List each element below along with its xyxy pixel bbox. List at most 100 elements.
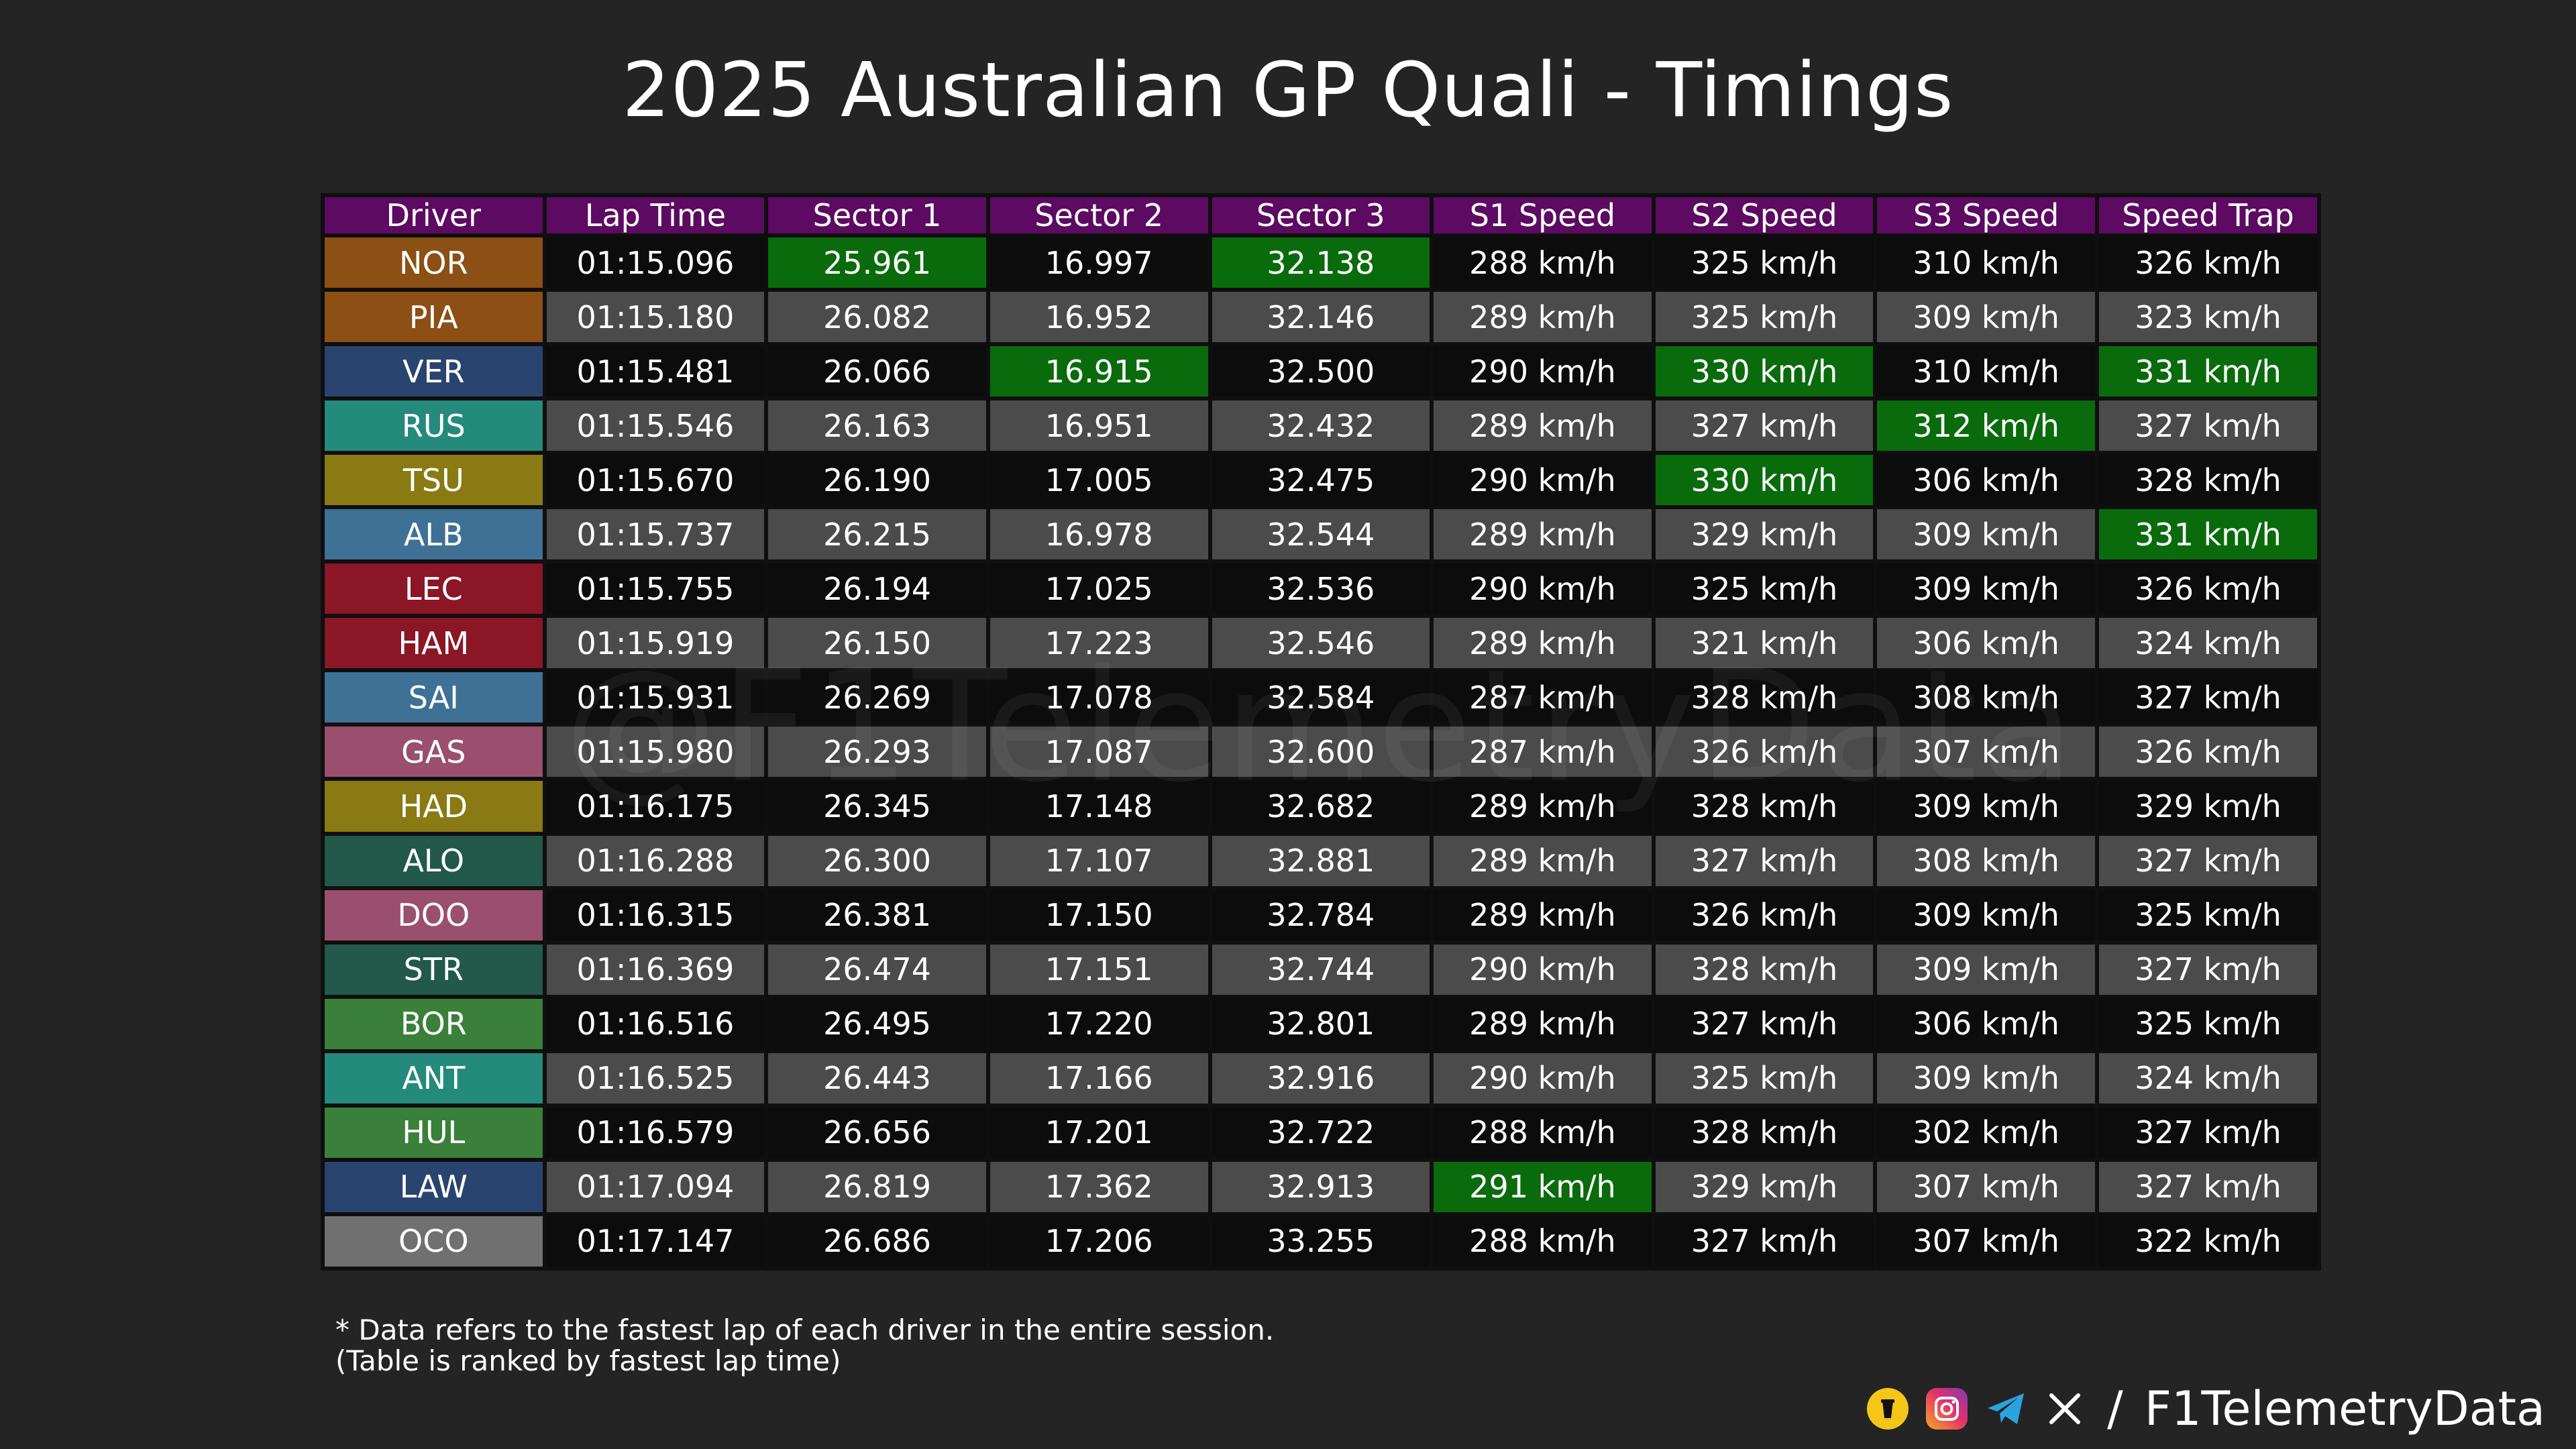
column-header: S1 Speed [1434, 197, 1652, 233]
data-cell: 326 km/h [2099, 564, 2317, 614]
data-cell: 26.495 [768, 998, 986, 1049]
data-cell: 287 km/h [1434, 672, 1652, 723]
footnote-line-2: (Table is ranked by fastest lap time) [335, 1344, 841, 1377]
data-cell: 01:15.755 [546, 564, 765, 614]
table-row: GAS 01:15.980 26.293 17.087 32.600 287 km/h 32… [325, 727, 2317, 777]
data-cell: 16.997 [989, 237, 1208, 288]
data-cell: 17.151 [989, 944, 1208, 995]
data-cell: 307 km/h [1877, 727, 2095, 777]
data-cell: 17.150 [989, 890, 1208, 941]
driver-cell: HAD [325, 781, 543, 832]
podcast-icon[interactable] [1867, 1388, 1909, 1430]
table-row: ALB 01:15.737 26.215 16.978 32.544 289 km/h 32… [325, 509, 2317, 560]
data-cell: 32.916 [1212, 1053, 1430, 1104]
data-cell: 289 km/h [1434, 292, 1652, 343]
table-row: PIA 01:15.180 26.082 16.952 32.146 289 km/h 32… [325, 292, 2317, 343]
data-cell: 01:16.516 [546, 998, 765, 1049]
data-cell: 289 km/h [1434, 835, 1652, 886]
telegram-icon[interactable] [1985, 1388, 2027, 1430]
data-cell: 01:15.670 [546, 455, 765, 506]
data-cell: 01:17.147 [546, 1216, 765, 1267]
driver-cell: SAI [325, 672, 543, 723]
driver-cell: OCO [325, 1216, 543, 1267]
footnote-line-1: * Data refers to the fastest lap of each… [335, 1313, 1275, 1346]
chart-title: 2025 Australian GP Quali - Timings [622, 47, 1954, 134]
footer-separator: / [2107, 1381, 2123, 1436]
data-cell: 32.801 [1212, 998, 1430, 1049]
table-row: ANT 01:16.525 26.443 17.166 32.916 290 km/h 32… [325, 1053, 2317, 1104]
podcast-icon-glyph [1881, 1399, 1895, 1418]
data-cell: 01:15.481 [546, 346, 765, 397]
footer-handle[interactable]: F1TelemetryData [2144, 1381, 2545, 1436]
data-cell: 328 km/h [1655, 944, 1874, 995]
driver-cell: GAS [325, 727, 543, 777]
driver-cell: TSU [325, 455, 543, 506]
data-cell: 330 km/h [1655, 455, 1874, 506]
driver-cell: PIA [325, 292, 543, 343]
data-cell: 16.915 [989, 346, 1208, 397]
data-cell: 01:15.919 [546, 618, 765, 669]
data-cell: 32.744 [1212, 944, 1430, 995]
table-row: VER 01:15.481 26.066 16.915 32.500 290 km/h 33… [325, 346, 2317, 397]
data-cell: 309 km/h [1877, 1053, 2095, 1104]
data-cell: 17.005 [989, 455, 1208, 506]
data-cell: 324 km/h [2099, 618, 2317, 669]
x-icon[interactable] [2044, 1388, 2086, 1430]
instagram-icon-glyph [1935, 1397, 1960, 1421]
data-cell: 329 km/h [1655, 1161, 1874, 1212]
data-cell: 26.082 [768, 292, 986, 343]
data-cell: 01:16.369 [546, 944, 765, 995]
data-cell: 17.362 [989, 1161, 1208, 1212]
column-header: Speed Trap [2099, 197, 2317, 233]
table-row: LAW 01:17.094 26.819 17.362 32.913 291 km/h 32… [325, 1161, 2317, 1212]
data-cell: 01:16.288 [546, 835, 765, 886]
data-cell: 327 km/h [1655, 835, 1874, 886]
data-cell: 32.432 [1212, 400, 1430, 451]
data-cell: 288 km/h [1434, 1107, 1652, 1158]
table-row: DOO 01:16.315 26.381 17.150 32.784 289 km/h 32… [325, 890, 2317, 941]
data-cell: 17.025 [989, 564, 1208, 614]
data-cell: 32.500 [1212, 346, 1430, 397]
telegram-icon-glyph [1988, 1393, 2025, 1424]
data-cell: 327 km/h [1655, 400, 1874, 451]
data-cell: 290 km/h [1434, 1053, 1652, 1104]
data-cell: 289 km/h [1434, 400, 1652, 451]
column-header: Driver [325, 197, 543, 233]
data-cell: 32.722 [1212, 1107, 1430, 1158]
table-row: BOR 01:16.516 26.495 17.220 32.801 289 km/h 32… [325, 998, 2317, 1049]
data-cell: 287 km/h [1434, 727, 1652, 777]
driver-cell: HAM [325, 618, 543, 669]
data-cell: 289 km/h [1434, 618, 1652, 669]
table-row: ALO 01:16.288 26.300 17.107 32.881 289 km/h 32… [325, 835, 2317, 886]
timings-table-container: Driver Lap Time Sector 1 Sector 2 Sector 3 S1… [321, 193, 2321, 1271]
data-cell: 01:16.525 [546, 1053, 765, 1104]
data-cell: 26.066 [768, 346, 986, 397]
data-cell: 302 km/h [1877, 1107, 2095, 1158]
data-cell: 01:15.931 [546, 672, 765, 723]
data-cell: 289 km/h [1434, 890, 1652, 941]
data-cell: 32.682 [1212, 781, 1430, 832]
data-cell: 309 km/h [1877, 509, 2095, 560]
driver-cell: BOR [325, 998, 543, 1049]
data-cell: 326 km/h [1655, 890, 1874, 941]
table-row: HUL 01:16.579 26.656 17.201 32.722 288 km/h 32… [325, 1107, 2317, 1158]
data-cell: 17.223 [989, 618, 1208, 669]
data-cell: 17.166 [989, 1053, 1208, 1104]
data-cell: 33.255 [1212, 1216, 1430, 1267]
data-cell: 327 km/h [1655, 1216, 1874, 1267]
data-cell: 307 km/h [1877, 1216, 2095, 1267]
data-cell: 01:15.737 [546, 509, 765, 560]
data-cell: 306 km/h [1877, 998, 2095, 1049]
instagram-icon[interactable] [1926, 1388, 1968, 1430]
data-cell: 330 km/h [1655, 346, 1874, 397]
data-cell: 32.784 [1212, 890, 1430, 941]
column-header: Lap Time [546, 197, 765, 233]
data-cell: 17.078 [989, 672, 1208, 723]
data-cell: 325 km/h [1655, 564, 1874, 614]
column-header: S2 Speed [1655, 197, 1874, 233]
data-cell: 16.952 [989, 292, 1208, 343]
data-cell: 309 km/h [1877, 944, 2095, 995]
table-row: OCO 01:17.147 26.686 17.206 33.255 288 km/h 32… [325, 1216, 2317, 1267]
driver-cell: VER [325, 346, 543, 397]
data-cell: 331 km/h [2099, 346, 2317, 397]
